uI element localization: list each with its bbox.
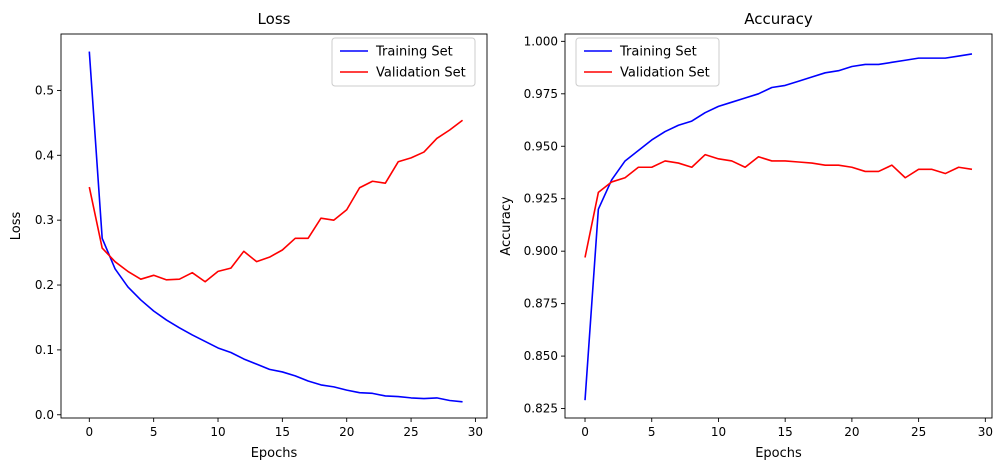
x-tick-label: 15 (778, 425, 793, 439)
series-line-training-set (584, 53, 973, 401)
y-tick-label: 0.950 (524, 139, 558, 153)
x-tick-label: 25 (403, 425, 418, 439)
y-tick-label: 0.900 (524, 244, 558, 258)
y-tick-label: 0.875 (524, 297, 558, 311)
x-tick-label: 30 (468, 425, 483, 439)
x-tick-label: 0 (85, 425, 93, 439)
y-tick-label: 0.850 (524, 349, 558, 363)
x-tick-label: 0 (581, 425, 589, 439)
x-tick-label: 15 (275, 425, 290, 439)
y-tick-label: 1.000 (524, 34, 558, 48)
y-tick-label: 0.4 (35, 148, 54, 162)
y-tick-label: 0.925 (524, 192, 558, 206)
series-line-validation-set (88, 119, 464, 283)
chart-title: Accuracy (744, 10, 813, 28)
chart-loss: Loss 0 5 10 15 20 25 30 0.0 0.1 0.2 0.3 0.4 0.5 Epochs… (9, 10, 488, 461)
x-tick-label: 5 (150, 425, 158, 439)
chart-accuracy: Accuracy 0 5 10 15 20 25 30 0.825 0.850 0.875 0.900… (499, 10, 993, 461)
legend-box (331, 37, 476, 87)
x-tick-label: 5 (648, 425, 656, 439)
series-line-validation-set (584, 153, 973, 258)
x-tick-label: 10 (711, 425, 726, 439)
y-tick-label: 0.5 (35, 83, 54, 97)
legend-label: Validation Set (620, 66, 710, 81)
x-tick-label: 10 (210, 425, 225, 439)
legend-label: Validation Set (376, 66, 466, 81)
legend-label: Training Set (619, 45, 697, 60)
y-tick-label: 0.2 (35, 278, 54, 292)
x-tick-label: 20 (339, 425, 354, 439)
y-axis-label: Loss (9, 212, 24, 241)
plot-frame (564, 33, 993, 419)
series-line-training-set (88, 51, 463, 403)
legend: Training Set Validation Set (575, 37, 720, 87)
y-tick-label: 0.975 (524, 87, 558, 101)
y-axis-label: Accuracy (499, 196, 514, 256)
legend-label: Training Set (375, 45, 453, 60)
plot-frame (60, 33, 488, 419)
x-tick-label: 30 (978, 425, 993, 439)
legend-box (575, 37, 720, 87)
y-tick-label: 0.0 (35, 408, 54, 422)
y-tick-label: 0.825 (524, 402, 558, 416)
y-tick-label: 0.3 (35, 213, 54, 227)
legend: Training Set Validation Set (331, 37, 476, 87)
y-tick-label: 0.1 (35, 343, 54, 357)
chart-title: Loss (258, 10, 291, 28)
x-axis-label: Epochs (755, 446, 802, 461)
x-axis-label: Epochs (251, 446, 298, 461)
x-tick-label: 20 (844, 425, 859, 439)
x-tick-label: 25 (911, 425, 926, 439)
